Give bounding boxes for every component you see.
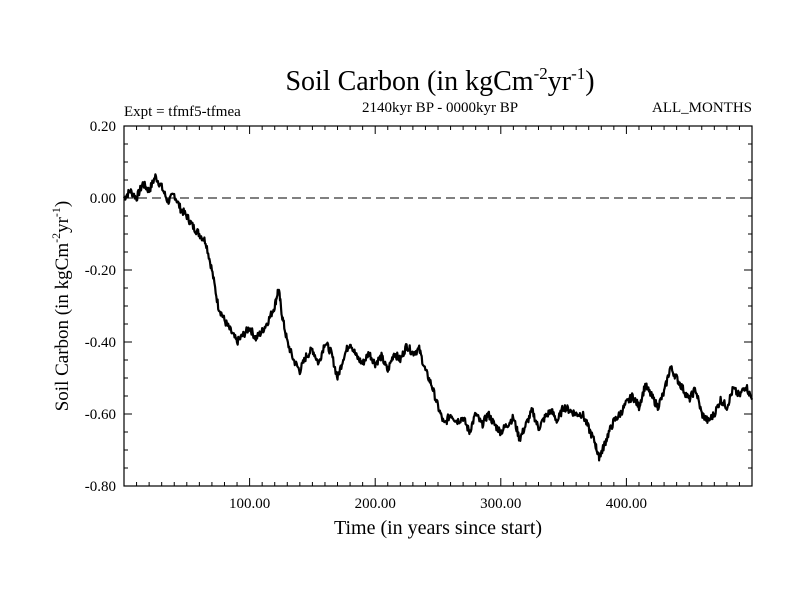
experiment-label: Expt = tfmf5-tfmea [124, 104, 241, 120]
y-tick-label: -0.20 [85, 263, 116, 279]
y-axis-title-end: ) [52, 201, 73, 207]
x-tick-label: 200.00 [355, 496, 396, 512]
y-axis-title-sup2: -1 [49, 207, 63, 217]
chart-title-sup2: -1 [571, 64, 585, 83]
months-label: ALL_MONTHS [652, 100, 752, 116]
chart-title-sup1: -2 [534, 64, 548, 83]
y-tick-label: 0.00 [90, 191, 116, 207]
x-tick-label: 100.00 [229, 496, 270, 512]
y-axis-title-sup1: -2 [49, 233, 63, 243]
y-tick-label: 0.20 [90, 119, 116, 135]
y-axis-title-mid: yr [52, 216, 73, 233]
x-tick-label: 400.00 [606, 496, 647, 512]
period-label: 2140kyr BP - 0000kyr BP [362, 100, 518, 116]
chart-title: Soil Carbon (in kgCm-2yr-1) [285, 64, 594, 97]
chart-title-end: ) [585, 66, 594, 97]
x-axis-title: Time (in years since start) [334, 517, 542, 539]
axis-tick-labels: 100.00 200.00 300.00 400.00 0.20 0.00 -0.20 -0.… [85, 119, 647, 512]
y-tick-label: -0.60 [85, 407, 116, 423]
y-axis-title-main: Soil Carbon (in kgCm [52, 243, 73, 412]
chart-title-mid: yr [548, 66, 572, 97]
y-tick-label: -0.40 [85, 335, 116, 351]
axis-ticks [124, 125, 752, 487]
y-tick-label: -0.80 [85, 479, 116, 495]
chart-title-main: Soil Carbon (in kgCm [285, 66, 533, 97]
soil-carbon-series-line [123, 173, 754, 462]
y-axis-title: Soil Carbon (in kgCm-2yr-1) [49, 201, 73, 412]
x-tick-label: 300.00 [480, 496, 521, 512]
